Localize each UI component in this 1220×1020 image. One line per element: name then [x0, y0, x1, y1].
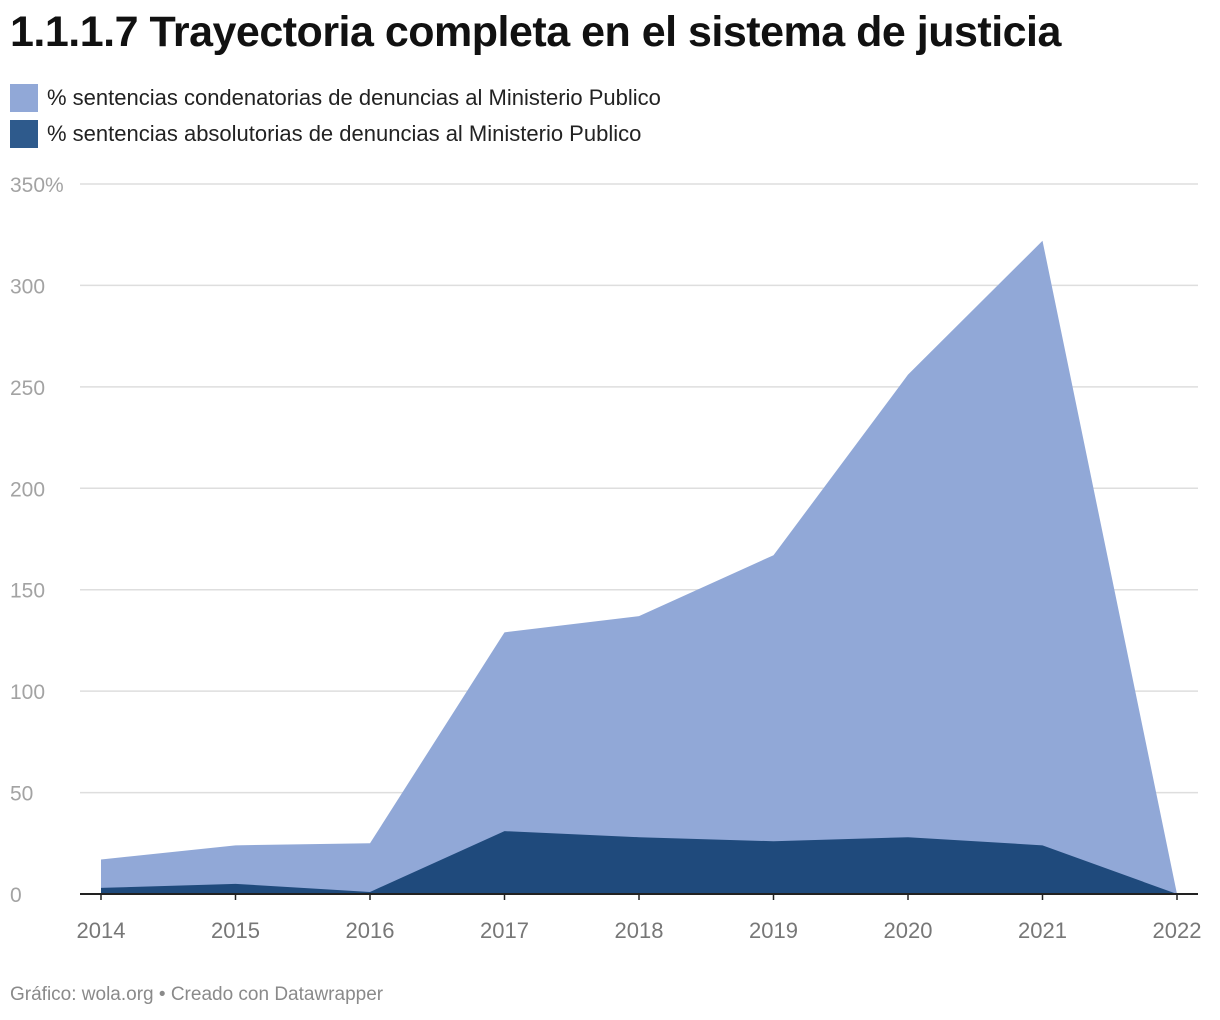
y-tick-label-100: 100: [10, 681, 45, 704]
legend-label-absolutorias: % sentencias absolutorias de denuncias a…: [47, 121, 642, 146]
chart-title: 1.1.1.7 Trayectoria completa en el siste…: [10, 8, 1061, 56]
y-tick-label-350: 350%: [10, 174, 64, 197]
series-area-0: [101, 240, 1177, 895]
legend-item-absolutorias: % sentencias absolutorias de denuncias a…: [10, 116, 661, 152]
legend-label-condenatorias: % sentencias condenatorias de denuncias …: [47, 85, 661, 110]
x-tick-label-2015: 2015: [211, 918, 260, 943]
x-tick-label-2018: 2018: [615, 918, 664, 943]
legend-swatch-absolutorias: [10, 120, 38, 148]
x-tick-label-2022: 2022: [1153, 918, 1202, 943]
legend-item-condenatorias: % sentencias condenatorias de denuncias …: [10, 80, 661, 116]
y-tick-label-300: 300: [10, 275, 45, 298]
legend: % sentencias condenatorias de denuncias …: [10, 80, 661, 152]
y-tick-label-50: 50: [10, 783, 33, 806]
y-tick-label-0: 0: [10, 884, 22, 907]
y-axis-ticks: 0 50 100 150 200 250 300 350%: [10, 174, 64, 907]
y-tick-label-200: 200: [10, 478, 45, 501]
x-tick-label-2021: 2021: [1018, 918, 1067, 943]
y-tick-label-250: 250: [10, 377, 45, 400]
x-tick-label-2020: 2020: [884, 918, 933, 943]
data-areas: [101, 240, 1177, 895]
series-area-1: [101, 831, 1177, 894]
x-tick-label-2016: 2016: [346, 918, 395, 943]
footer-credit: Gráfico: wola.org • Creado con Datawrapp…: [10, 984, 384, 1005]
x-tick-label-2017: 2017: [480, 918, 529, 943]
x-tick-label-2014: 2014: [77, 918, 126, 943]
y-tick-label-150: 150: [10, 580, 45, 603]
x-tick-label-2019: 2019: [749, 918, 798, 943]
x-axis: 2014 2015 2016 2017 2018 2019 2020 2021 2022: [77, 893, 1202, 943]
legend-swatch-condenatorias: [10, 84, 38, 112]
